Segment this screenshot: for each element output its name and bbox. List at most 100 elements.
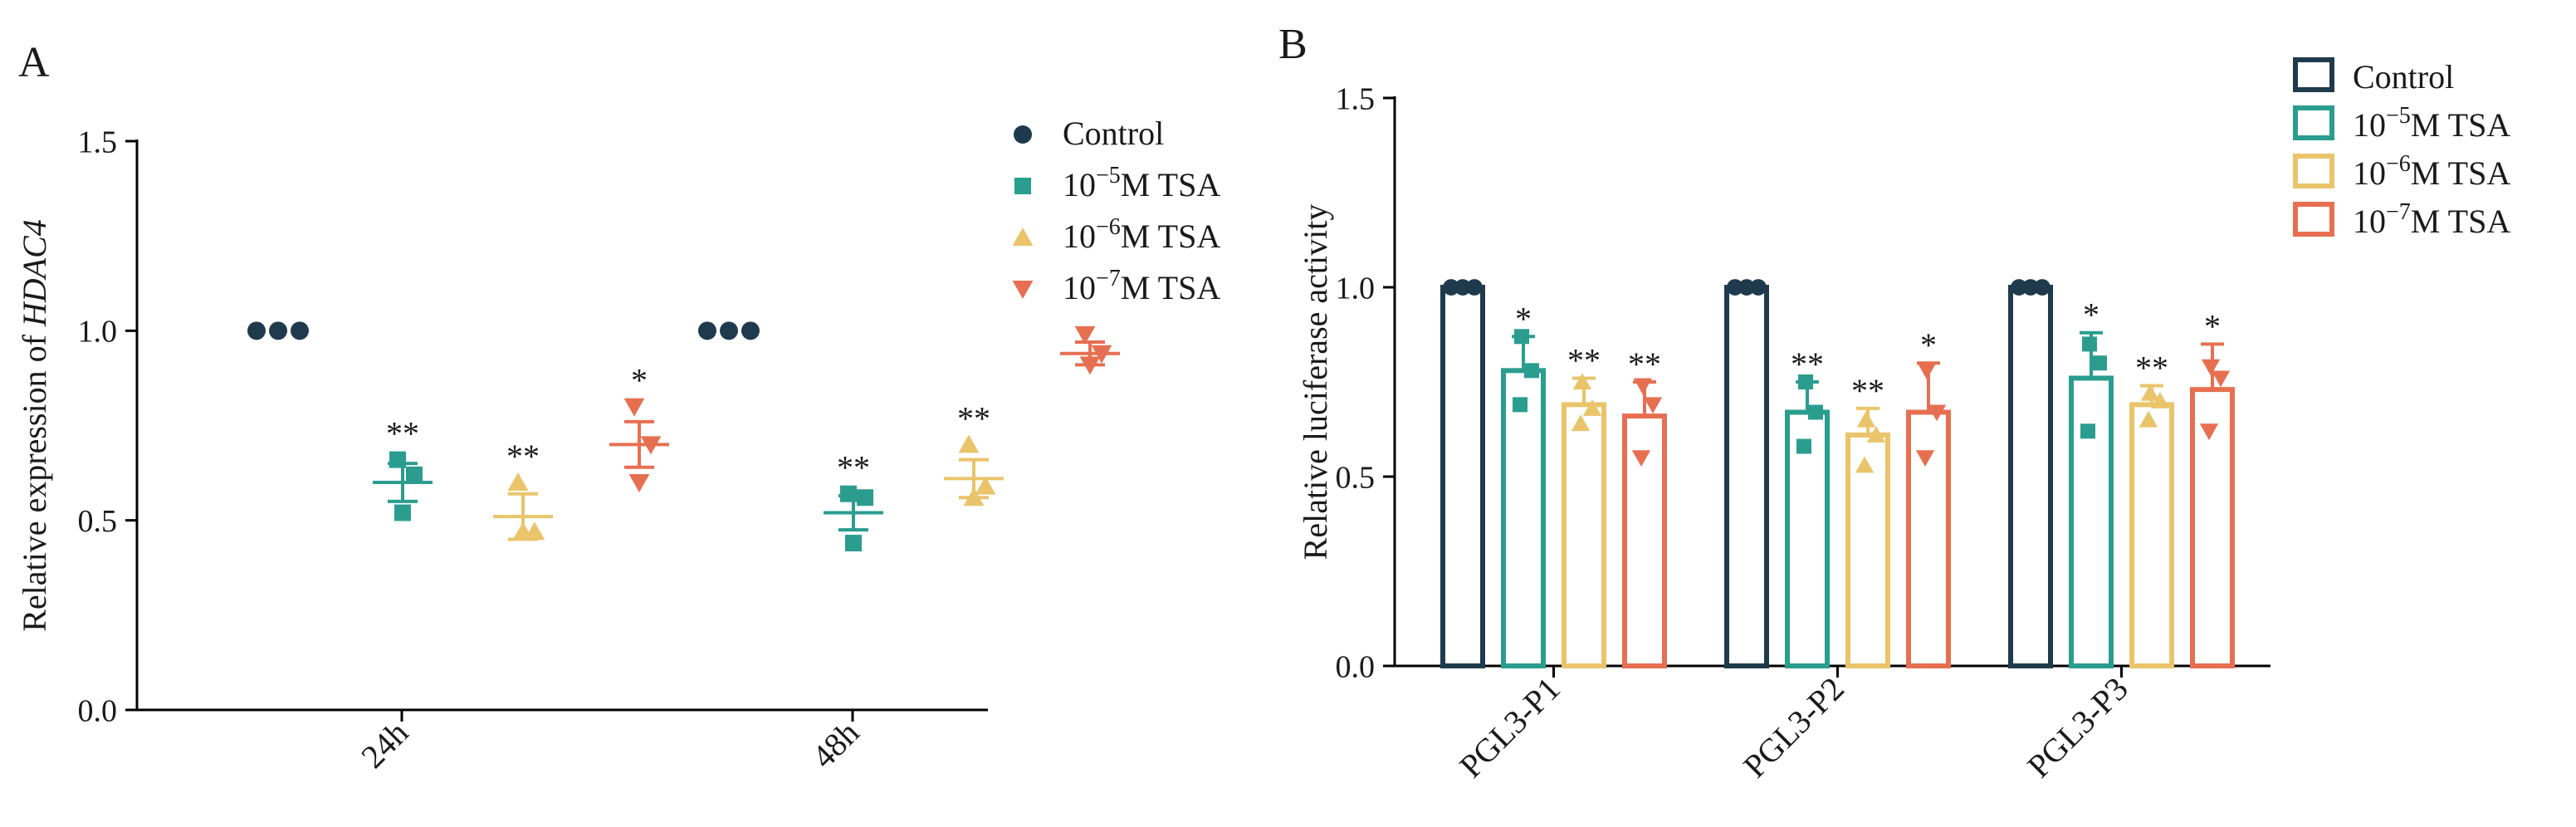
legend-label-base: Control xyxy=(1063,115,1164,152)
data-point xyxy=(1091,345,1112,364)
data-point xyxy=(2201,359,2221,376)
data-point xyxy=(291,321,309,340)
significance-label: ** xyxy=(386,415,419,453)
legend-marker xyxy=(1014,125,1032,144)
data-point xyxy=(1798,374,1813,389)
significance-label: * xyxy=(2083,296,2099,334)
legend-item: Control xyxy=(1014,115,1164,152)
data-point xyxy=(1738,279,1755,296)
data-point xyxy=(1633,378,1653,395)
bar-group xyxy=(2008,279,2053,668)
significance-label: * xyxy=(1920,326,1937,364)
legend-marker xyxy=(1012,281,1034,299)
legend-item: 10−5M TSA xyxy=(1014,163,1220,203)
bar-group xyxy=(1562,373,1606,668)
bar xyxy=(2069,375,2114,668)
bar-group xyxy=(1724,279,1769,668)
data-point xyxy=(2022,279,2039,296)
legend-item: 10−5M TSA xyxy=(2293,103,2510,144)
legend-item: 10−6M TSA xyxy=(2293,151,2510,192)
data-point xyxy=(1750,279,1767,296)
data-point xyxy=(1571,414,1591,432)
bar-group xyxy=(1440,279,1485,668)
legend-item: 10−7M TSA xyxy=(2293,199,2511,240)
panel-a: A 0.0 0.5 1.0 1.5 Relative expression of HDAC… xyxy=(16,39,1220,776)
legend-label-suffix: M TSA xyxy=(1121,269,1221,306)
data-point xyxy=(840,485,857,502)
y-axis-title: Relative luciferase activity xyxy=(1297,204,1334,560)
data-point xyxy=(628,474,650,492)
data-group xyxy=(373,451,433,521)
significance-label: ** xyxy=(957,399,990,437)
bar-group xyxy=(2190,342,2235,668)
y-tick-label: 0.0 xyxy=(1336,649,1376,684)
data-point xyxy=(1443,279,1459,296)
legend-label-base: 10 xyxy=(2353,106,2386,144)
data-point xyxy=(1074,325,1096,345)
bar xyxy=(2129,402,2174,668)
legend-label-exponent: −5 xyxy=(2386,103,2411,129)
data-point xyxy=(1796,438,1811,454)
data-point xyxy=(2034,279,2051,296)
legend-swatch xyxy=(2293,154,2334,188)
bar xyxy=(1785,409,1830,668)
x-tick-label: PGL3-P2 xyxy=(1736,670,1851,785)
bar-group xyxy=(1501,329,1546,668)
legend-label-exponent: −7 xyxy=(2386,199,2411,225)
legend-label-base: 10 xyxy=(2353,154,2386,192)
legend-label: 10−5M TSA xyxy=(2353,103,2510,144)
legend-label-suffix: M TSA xyxy=(2411,154,2511,192)
data-point xyxy=(963,487,985,506)
significance-label: ** xyxy=(837,449,870,487)
data-point xyxy=(857,489,873,506)
legend-label: Control xyxy=(1063,115,1164,152)
bar xyxy=(1440,285,1485,668)
data-point xyxy=(1631,450,1651,467)
significance-label: * xyxy=(1515,300,1532,337)
legend-label: 10−6M TSA xyxy=(2353,151,2510,192)
bar-group xyxy=(2069,330,2114,668)
legend-label-suffix: M TSA xyxy=(1121,166,1221,203)
bar xyxy=(1562,402,1606,668)
bar-group xyxy=(1906,361,1951,668)
data-point xyxy=(1643,397,1663,414)
bar xyxy=(2008,285,2053,668)
data-point xyxy=(2092,355,2107,371)
panel-label-b: B xyxy=(1278,21,1308,68)
significance-label: ** xyxy=(1791,345,1824,383)
data-point xyxy=(1927,404,1947,422)
legend-swatch xyxy=(2293,105,2334,140)
data-point xyxy=(1454,279,1471,296)
legend-label-suffix: M TSA xyxy=(2411,203,2511,240)
data-point xyxy=(247,321,266,340)
legend-item: Control xyxy=(2293,57,2454,95)
data-point xyxy=(698,321,716,340)
data-point xyxy=(1856,410,1876,428)
legend-label: 10−7M TSA xyxy=(1063,266,1220,306)
data-point xyxy=(507,472,529,491)
legend-label-exponent: −6 xyxy=(2386,151,2411,177)
y-tick-label: 1.5 xyxy=(1336,81,1376,116)
y-tick-label: 0.5 xyxy=(1336,460,1376,495)
data-point xyxy=(845,535,862,552)
data-point xyxy=(1513,397,1528,413)
legend-label-base: 10 xyxy=(1063,218,1096,255)
bar-group xyxy=(1785,374,1830,668)
data-point xyxy=(2211,370,2231,388)
legend-marker xyxy=(1014,178,1031,194)
data-point xyxy=(394,504,411,521)
significance-label: ** xyxy=(1851,372,1884,409)
data-point xyxy=(1572,373,1592,389)
data-point xyxy=(512,521,534,541)
bar-group xyxy=(1845,406,1890,669)
significance-label: ** xyxy=(1567,341,1601,379)
data-point xyxy=(2140,384,2160,401)
legend-label-exponent: −7 xyxy=(1096,266,1121,291)
legend-label-suffix: M TSA xyxy=(2411,106,2511,144)
data-point xyxy=(1855,456,1875,473)
data-point xyxy=(623,398,645,417)
data-point xyxy=(2082,336,2097,352)
data-point xyxy=(406,466,423,483)
